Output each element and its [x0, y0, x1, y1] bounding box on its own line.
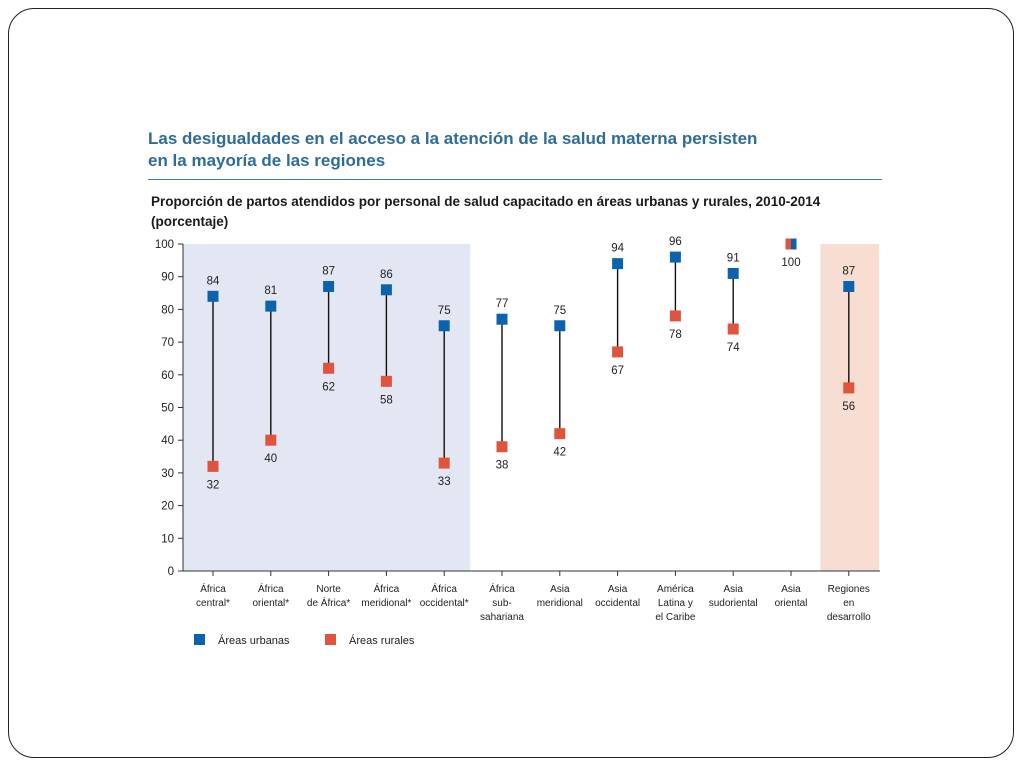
x-category-label-8-2: el Caribe — [655, 612, 695, 623]
urban-marker-11 — [843, 281, 855, 293]
urban-value-label-3: 86 — [380, 269, 393, 281]
rural-value-label-3: 58 — [380, 394, 393, 406]
x-category-label-9-0: Asia — [723, 584, 743, 595]
urban-marker-7 — [612, 258, 624, 270]
urban-value-label-6: 75 — [553, 305, 566, 317]
x-category-label-10-1: oriental — [775, 598, 808, 609]
y-tick-label-60: 60 — [161, 370, 174, 382]
x-category-label-8-0: América — [657, 584, 694, 595]
x-category-label-1-1: oriental* — [252, 598, 289, 609]
rural-marker-8 — [669, 310, 681, 322]
x-category-label-5-1: sub- — [492, 598, 511, 609]
shaded-region-0 — [183, 244, 471, 571]
shaded-region-1 — [820, 244, 879, 571]
x-category-label-6-1: meridional — [537, 598, 583, 609]
chart-main-title: Las desigualdades en el acceso a la aten… — [148, 129, 758, 170]
rural-marker-4 — [438, 457, 450, 469]
y-tick-label-40: 40 — [161, 435, 174, 447]
x-category-label-1-0: África — [258, 582, 284, 595]
title-rule — [148, 179, 882, 180]
rural-marker-9 — [727, 323, 739, 335]
x-category-label-6-0: Asia — [550, 584, 570, 595]
combined-value-label-10: 100 — [781, 257, 800, 269]
rural-value-label-5: 38 — [496, 460, 509, 472]
y-tick-label-50: 50 — [161, 403, 174, 415]
rural-marker-7 — [612, 346, 624, 358]
urban-value-label-11: 87 — [842, 266, 855, 278]
rural-value-label-8: 78 — [669, 329, 682, 341]
urban-value-label-0: 84 — [207, 275, 220, 287]
x-category-label-3-1: meridional* — [361, 598, 411, 609]
x-category-label-11-2: desarrollo — [827, 612, 871, 623]
rural-value-label-0: 32 — [207, 479, 220, 491]
x-category-label-0-0: África — [200, 582, 226, 595]
x-category-label-3-0: África — [374, 582, 400, 595]
y-tick-label-70: 70 — [161, 337, 174, 349]
rural-value-label-2: 62 — [322, 381, 335, 393]
x-category-label-7-0: Asia — [608, 584, 628, 595]
x-category-label-2-0: Norte — [316, 584, 341, 595]
x-category-label-4-0: África — [431, 582, 457, 595]
rural-value-label-6: 42 — [553, 447, 566, 459]
legend-urban-swatch — [194, 634, 205, 645]
rural-value-label-11: 56 — [842, 401, 855, 413]
urban-marker-0 — [207, 290, 219, 302]
urban-marker-9 — [727, 267, 739, 279]
urban-marker-8 — [669, 251, 681, 263]
rural-value-label-4: 33 — [438, 476, 451, 488]
x-category-label-0-1: central* — [196, 598, 230, 609]
rural-marker-10 — [785, 238, 791, 250]
rural-marker-5 — [496, 441, 508, 453]
urban-marker-6 — [554, 320, 566, 332]
y-tick-label-80: 80 — [161, 304, 174, 316]
urban-value-label-5: 77 — [496, 298, 509, 310]
legend-rural-label: Áreas rurales — [349, 634, 415, 647]
legend-urban-label: Áreas urbanas — [218, 634, 290, 647]
x-category-label-5-0: África — [489, 582, 515, 595]
urban-marker-10 — [791, 238, 797, 250]
rural-value-label-1: 40 — [264, 453, 277, 465]
urban-marker-4 — [438, 320, 450, 332]
x-category-label-9-1: sudoriental — [709, 598, 758, 609]
rural-marker-0 — [207, 460, 219, 472]
urban-marker-3 — [380, 284, 392, 296]
urban-value-label-9: 91 — [727, 252, 740, 264]
rural-value-label-7: 67 — [611, 365, 624, 377]
legend-rural-swatch — [325, 634, 336, 645]
rural-marker-11 — [843, 382, 855, 394]
y-tick-label-20: 20 — [161, 501, 174, 513]
y-tick-label-90: 90 — [161, 272, 174, 284]
x-category-label-7-1: occidental — [595, 598, 640, 609]
urban-marker-2 — [323, 281, 335, 293]
rural-marker-1 — [265, 434, 277, 446]
urban-value-label-2: 87 — [322, 266, 335, 278]
y-tick-label-10: 10 — [161, 533, 174, 545]
x-category-label-2-1: de África* — [307, 596, 350, 609]
y-tick-label-30: 30 — [161, 468, 174, 480]
urban-value-label-7: 94 — [611, 243, 624, 255]
urban-value-label-4: 75 — [438, 305, 451, 317]
rural-marker-6 — [554, 428, 566, 440]
urban-value-label-8: 96 — [669, 236, 682, 248]
chart-subtitle: Proporción de partos atendidos por perso… — [151, 194, 821, 229]
rural-value-label-9: 74 — [727, 342, 740, 354]
rural-marker-3 — [380, 375, 392, 387]
urban-marker-5 — [496, 313, 508, 325]
y-tick-label-100: 100 — [155, 239, 174, 251]
x-category-label-4-1: occidental* — [420, 598, 469, 609]
x-category-label-11-1: en — [843, 598, 854, 609]
urban-marker-1 — [265, 300, 277, 312]
urban-value-label-1: 81 — [264, 285, 277, 297]
x-category-label-8-1: Latina y — [658, 598, 693, 609]
x-category-label-5-2: sahariana — [480, 612, 524, 623]
x-category-label-11-0: Regiones — [828, 584, 870, 595]
x-category-label-10-0: Asia — [781, 584, 801, 595]
y-tick-label-0: 0 — [168, 566, 174, 578]
rural-marker-2 — [323, 362, 335, 374]
